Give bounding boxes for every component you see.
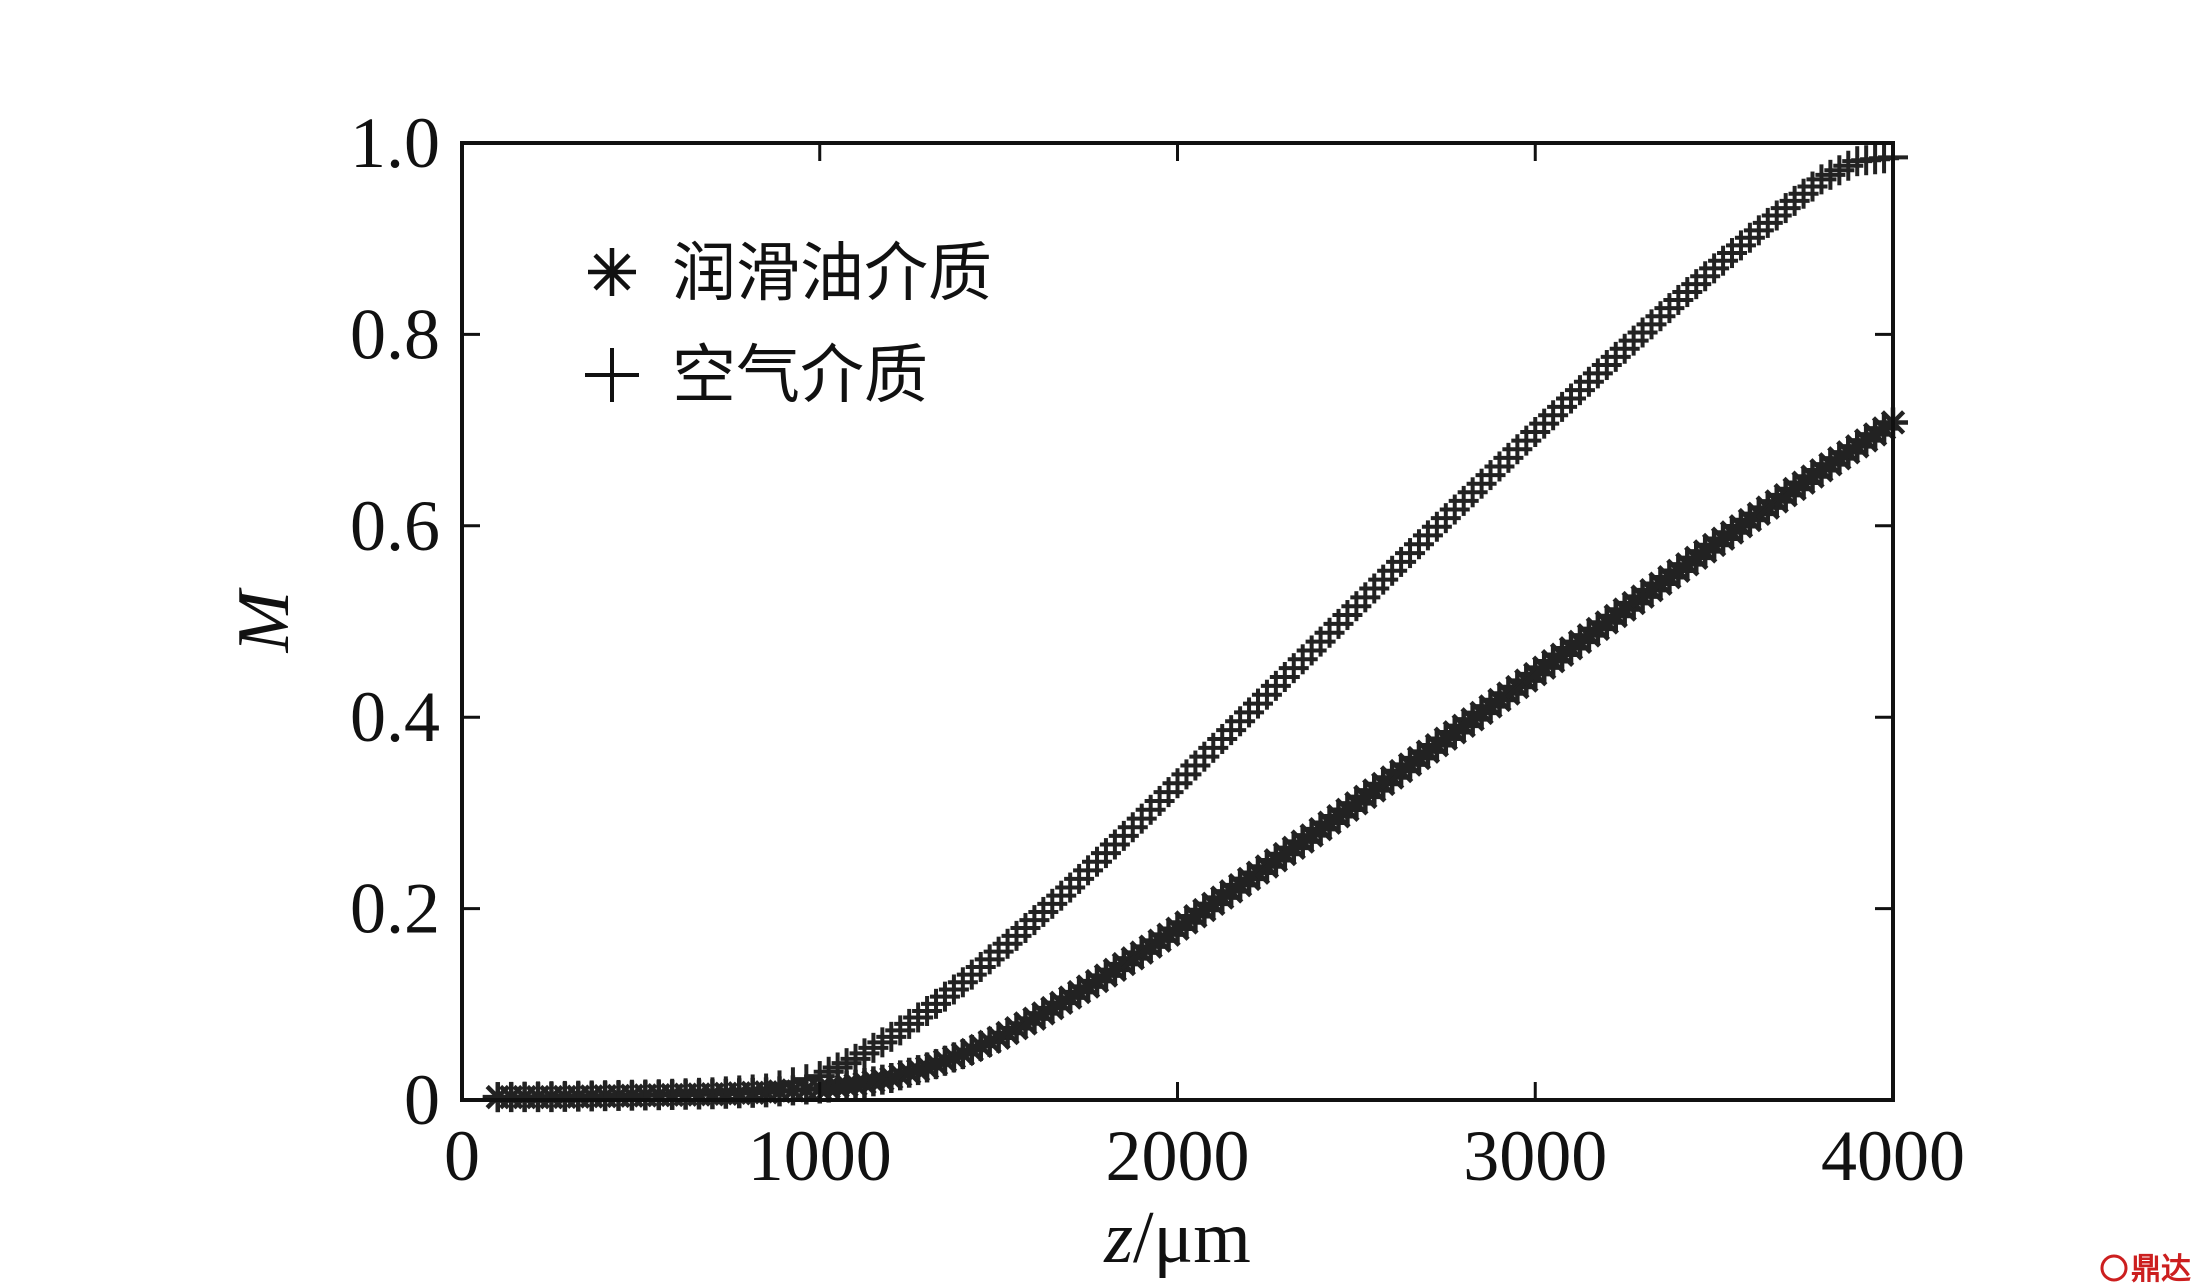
x-axis-label-var: z <box>1103 1197 1133 1279</box>
x-tick-label: 3000 <box>1463 1116 1607 1196</box>
y-tick-label: 1.0 <box>350 103 440 183</box>
legend-asterisk-icon <box>588 248 636 296</box>
x-tick-label: 4000 <box>1821 1116 1965 1196</box>
x-axis-label-unit: /μm <box>1133 1197 1251 1279</box>
legend-marker-lubricant <box>588 248 636 296</box>
x-tick-label: 0 <box>444 1116 480 1196</box>
y-tick-label: 0.8 <box>350 294 440 374</box>
x-tick-label: 2000 <box>1106 1116 1250 1196</box>
legend-marker-air <box>585 348 639 402</box>
legend-plus-icon <box>585 348 639 402</box>
axis-ticks <box>460 141 1895 1102</box>
watermark: 鼎达信 <box>2100 1252 2191 1285</box>
watermark-text: 鼎达信 <box>2131 1252 2191 1285</box>
watermark-logo-icon <box>2100 1254 2128 1282</box>
x-tick-label: 1000 <box>748 1116 892 1196</box>
legend: 润滑油介质 空气介质 <box>585 237 992 413</box>
legend-label-air: 空气介质 <box>672 339 928 413</box>
x-axis-label: z/μm <box>1103 1197 1251 1279</box>
y-tick-label: 0 <box>404 1060 440 1140</box>
y-tick-label: 0.2 <box>350 869 440 949</box>
data-point-air <box>764 1070 795 1101</box>
y-tick-label: 0.6 <box>350 486 440 566</box>
legend-label-lubricant: 润滑油介质 <box>672 237 992 311</box>
data-point-air <box>791 1064 822 1095</box>
data-markers <box>482 142 1908 1113</box>
y-axis-label: M <box>223 586 305 653</box>
data-point-air <box>777 1067 808 1098</box>
tick-labels: 0 1000 2000 3000 4000 0 0.2 0.4 0.6 0.8 1.0 <box>350 103 1965 1196</box>
y-tick-label: 0.4 <box>350 677 440 757</box>
